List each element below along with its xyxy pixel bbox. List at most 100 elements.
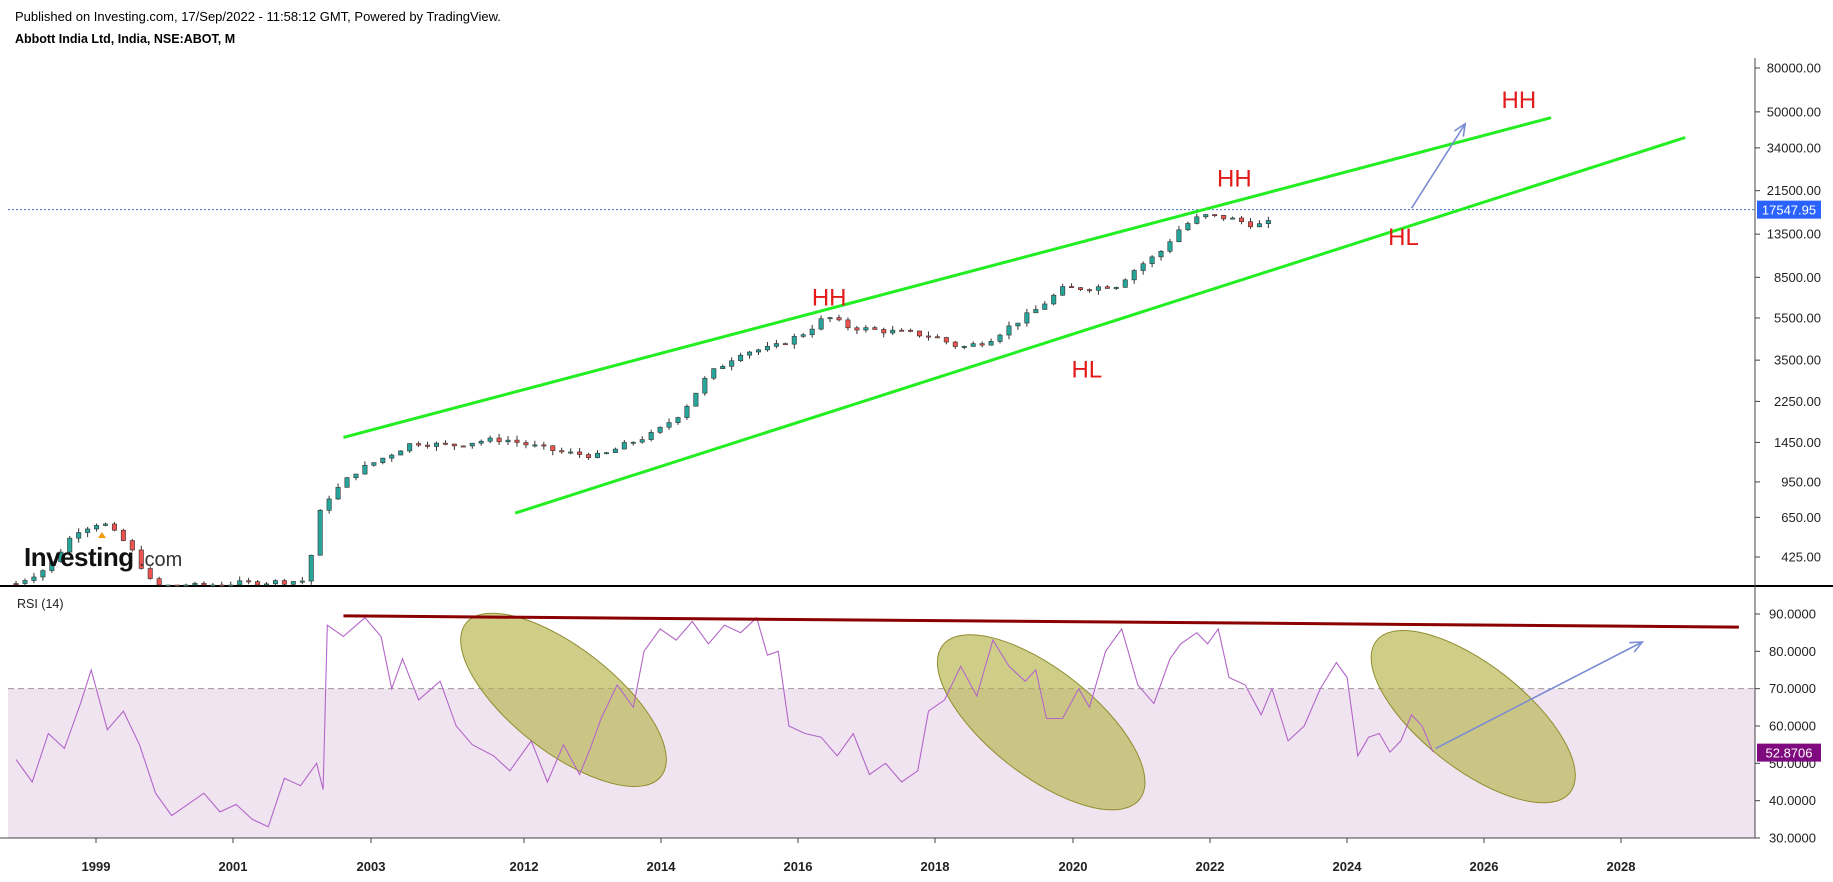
candlestick-series bbox=[13, 213, 1271, 587]
price-tick-label: 425.00 bbox=[1781, 550, 1821, 565]
time-tick-label: 2022 bbox=[1196, 859, 1225, 874]
price-tick-label: 80000.00 bbox=[1767, 61, 1821, 76]
rsi-tick-label: 30.0000 bbox=[1769, 831, 1816, 846]
price-tick-label: 5500.00 bbox=[1774, 310, 1821, 325]
rsi-value-badge bbox=[1757, 743, 1821, 762]
candle-down bbox=[872, 327, 878, 330]
time-tick-label: 2024 bbox=[1333, 859, 1363, 874]
candle-down bbox=[1104, 286, 1110, 289]
candle-up bbox=[621, 442, 627, 450]
candle-up bbox=[407, 443, 413, 452]
candle-up bbox=[648, 432, 654, 440]
candle-up bbox=[272, 580, 278, 585]
candle-up bbox=[40, 570, 46, 578]
candle-down bbox=[120, 529, 126, 541]
candle-up bbox=[827, 317, 833, 320]
candle-down bbox=[854, 327, 860, 331]
price-tick-label: 3500.00 bbox=[1774, 353, 1821, 368]
candle-up bbox=[317, 509, 323, 556]
candle-up bbox=[970, 343, 976, 347]
candle-up bbox=[1140, 263, 1146, 271]
candle-up bbox=[362, 464, 368, 475]
time-tick-label: 2003 bbox=[357, 859, 386, 874]
candle-up bbox=[1176, 229, 1182, 243]
candle-down bbox=[416, 443, 422, 446]
logo-mark-icon bbox=[98, 532, 106, 538]
candle-down bbox=[460, 445, 466, 448]
candle-up bbox=[1006, 325, 1012, 336]
candle-down bbox=[523, 442, 529, 446]
candle-up bbox=[389, 454, 395, 459]
channel-line-upper bbox=[343, 116, 1552, 439]
candle-down bbox=[1086, 289, 1092, 292]
candle-down bbox=[138, 549, 144, 569]
rsi-line bbox=[15, 616, 1434, 828]
time-tick-label: 2014 bbox=[647, 859, 677, 874]
channel-line-lower bbox=[514, 136, 1686, 515]
candle-down bbox=[129, 540, 135, 551]
candle-up bbox=[809, 328, 815, 336]
candle-up bbox=[371, 462, 377, 466]
candle-down bbox=[1221, 214, 1227, 220]
candle-down bbox=[451, 443, 457, 447]
candle-down bbox=[577, 451, 583, 455]
time-tick-label: 2018 bbox=[921, 859, 950, 874]
price-tick-label: 34000.00 bbox=[1767, 140, 1821, 155]
pattern-label-hh: HH bbox=[1502, 87, 1537, 114]
candle-down bbox=[541, 444, 547, 447]
time-tick-label: 2028 bbox=[1607, 859, 1636, 874]
rsi-title: RSI (14) bbox=[17, 597, 64, 611]
candle-up bbox=[684, 405, 690, 418]
candle-down bbox=[442, 442, 448, 445]
candle-up bbox=[756, 349, 762, 353]
candle-up bbox=[747, 351, 753, 356]
candle-down bbox=[559, 450, 565, 453]
candle-down bbox=[845, 319, 851, 329]
candle-down bbox=[281, 580, 287, 585]
candle-up bbox=[58, 551, 64, 563]
candle-up bbox=[469, 442, 475, 447]
candle-up bbox=[210, 584, 216, 587]
candle-up bbox=[818, 318, 824, 330]
candle-up bbox=[433, 442, 439, 447]
candle-up bbox=[657, 426, 663, 433]
candle-down bbox=[836, 317, 842, 321]
last-price-badge bbox=[1757, 200, 1821, 219]
price-tick-label: 1450.00 bbox=[1774, 435, 1821, 450]
rsi-highlight-ellipse bbox=[1370, 630, 1576, 804]
candle-up bbox=[1185, 223, 1191, 231]
candle-up bbox=[228, 584, 234, 587]
candle-up bbox=[1113, 287, 1119, 289]
candle-up bbox=[380, 457, 386, 463]
time-tick-label: 2001 bbox=[219, 859, 248, 874]
candle-up bbox=[487, 437, 493, 442]
candle-up bbox=[1095, 286, 1101, 291]
candle-up bbox=[1256, 223, 1262, 228]
candle-down bbox=[174, 584, 180, 587]
axes-layer: 80000.00 50000.00 34000.00 21500.00 13500.00… bbox=[82, 61, 1821, 874]
logo-main: Investing bbox=[24, 542, 134, 572]
price-tick-label: 8500.00 bbox=[1774, 270, 1821, 285]
candle-up bbox=[299, 580, 305, 583]
candle-up bbox=[791, 336, 797, 345]
candle-down bbox=[1212, 214, 1218, 217]
candle-up bbox=[1149, 256, 1155, 265]
rsi-divergence-line bbox=[343, 614, 1739, 629]
candle-up bbox=[603, 452, 609, 455]
candle-up bbox=[264, 583, 270, 586]
rsi-tick-label: 80.0000 bbox=[1769, 644, 1816, 659]
candle-up bbox=[702, 377, 708, 394]
pattern-label-hl: HL bbox=[1071, 357, 1102, 384]
candle-up bbox=[988, 341, 994, 346]
pattern-label-hl: HL bbox=[1388, 224, 1419, 251]
candle-down bbox=[550, 445, 556, 451]
candle-down bbox=[111, 523, 117, 531]
candle-down bbox=[13, 583, 19, 585]
candle-down bbox=[934, 336, 940, 339]
candle-up bbox=[800, 334, 806, 337]
candle-up bbox=[478, 440, 484, 444]
candle-up bbox=[85, 528, 91, 533]
candle-up bbox=[693, 392, 699, 407]
candle-up bbox=[76, 532, 82, 539]
